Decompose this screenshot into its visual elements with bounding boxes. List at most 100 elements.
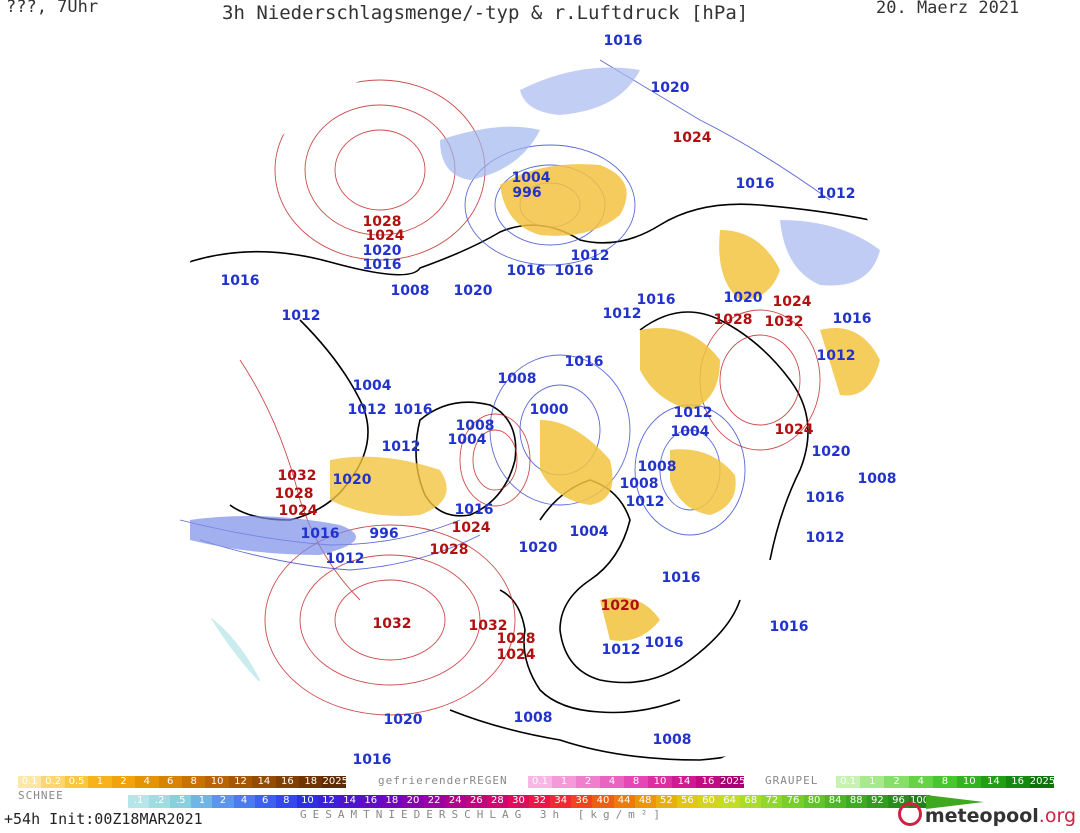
legend-tick: 4	[600, 776, 624, 788]
isobar-label: 1020	[332, 472, 372, 488]
isobar-label: 1016	[554, 263, 594, 279]
isobar-label: 1016	[393, 402, 433, 418]
legend-tick: .5	[170, 795, 192, 808]
legend-tick: 0.1	[528, 776, 552, 788]
isobar-label: 1016	[735, 176, 775, 192]
isobar-label: 1016	[832, 311, 872, 327]
isobar-label: 1020	[723, 290, 763, 306]
isobar-label: 1020	[600, 598, 640, 614]
isobar-label: 1032	[277, 468, 317, 484]
legend-tick: 68	[740, 795, 762, 808]
legend-tick: .2	[149, 795, 171, 808]
isobar-label: 1012	[281, 308, 321, 324]
legend-schnee-label: SCHNEE	[18, 789, 64, 802]
legend-tick: 4	[908, 776, 933, 788]
isobar-label: 1012	[673, 405, 713, 421]
legend-tick: 0.1	[18, 776, 42, 788]
isobar-label: 1016	[661, 570, 701, 586]
legend-tick: 40	[592, 795, 614, 808]
legend-tick: 2025+	[322, 776, 346, 788]
isobar-label: 1024	[365, 228, 405, 244]
isobar-label: 1008	[619, 476, 659, 492]
legend-tick: 8	[624, 776, 648, 788]
isobar-label: 1012	[601, 642, 641, 658]
legend-tick: 2	[884, 776, 909, 788]
chart-date: 20. Maerz 2021	[876, 0, 1020, 18]
legend-tick: 10	[296, 795, 318, 808]
legend-tick: 20	[402, 795, 424, 808]
legend-tick: 8	[932, 776, 958, 788]
isobar-label: 1008	[390, 283, 430, 299]
isobar-label: 1020	[811, 444, 851, 460]
legend-tick: 72	[761, 795, 783, 808]
isobar-label: 1012	[570, 248, 610, 264]
legend-tick: 10	[648, 776, 672, 788]
legend-tick: 8	[275, 795, 297, 808]
legend-tick: 60	[697, 795, 720, 808]
isobar-label: 1012	[325, 551, 365, 567]
legend-tick: 28	[486, 795, 508, 808]
legend-tick: 76	[782, 795, 804, 808]
legend-tick: 84	[824, 795, 846, 808]
isobar-label: 1012	[805, 530, 845, 546]
map-disc	[155, 35, 925, 805]
isobar-label: 1020	[362, 243, 402, 259]
legend-tick: 48	[634, 795, 656, 808]
isobar-label: 1008	[857, 471, 897, 487]
isobar-label: 1024	[672, 130, 712, 146]
legend-tick: 8	[181, 776, 206, 788]
legend-tick: 36	[571, 795, 593, 808]
isobar-label: 1016	[564, 354, 604, 370]
legend-tick: 1	[191, 795, 213, 808]
isobar-label: 1000	[529, 402, 569, 418]
legend-tick: 4	[135, 776, 159, 788]
isobar-label: 1020	[383, 712, 423, 728]
legend-tick: 88	[845, 795, 867, 808]
top-left-label: ???, 7Uhr	[6, 0, 99, 17]
legend-tick: 6	[158, 776, 182, 788]
isobar-label: 1016	[352, 752, 392, 768]
legend-gesamt-label: GESAMTNIEDERSCHLAG 3h [kg/m²]	[300, 808, 667, 821]
isobar-label: 996	[512, 185, 542, 201]
legend-tick: 14	[672, 776, 696, 788]
isobar-label: 1016	[644, 635, 684, 651]
isobar-label: 1004	[569, 524, 609, 540]
isobar-label: 1016	[603, 33, 643, 49]
legend-tick: .1	[128, 795, 150, 808]
isobar-label: 1020	[453, 283, 493, 299]
legend-graupel-label: GRAUPEL	[765, 774, 819, 787]
isobar-label: 1028	[496, 631, 536, 647]
isobar-label: 1012	[602, 306, 642, 322]
legend-tick: 10	[957, 776, 982, 788]
legend-gesamt-arrow	[926, 795, 984, 809]
legend-tick: 4	[233, 795, 255, 808]
legend-tick: 16	[696, 776, 720, 788]
isobar-label: 1028	[429, 542, 469, 558]
legend-tick: 2025+	[1029, 776, 1054, 788]
legend-tick: 2	[212, 795, 234, 808]
legend-tick: 2	[111, 776, 136, 788]
legend-tick: 12	[228, 776, 253, 788]
legend-tick: 44	[613, 795, 635, 808]
isobar-label: 1016	[636, 292, 676, 308]
isobar-label: 1020	[518, 540, 558, 556]
legend-tick: 0.5	[64, 776, 89, 788]
isobar-label: 1004	[352, 378, 392, 394]
isobar-label: 1032	[764, 314, 804, 330]
legend-tick: 1	[88, 776, 112, 788]
isobar-label: 996	[369, 526, 399, 542]
legend-tick: 34	[550, 795, 572, 808]
brand-icon	[897, 802, 922, 826]
legend-tick: 92	[866, 795, 888, 808]
legend-tick: 12	[317, 795, 340, 808]
legend-tick: 14	[252, 776, 276, 788]
isobar-label: 1004	[511, 170, 551, 186]
isobar-label: 1004	[670, 424, 710, 440]
isobar-label: 1024	[496, 647, 536, 663]
isobar-label: 1016	[300, 526, 340, 542]
isobar-label: 1028	[713, 312, 753, 328]
legend-regen-label: gefrierenderREGEN	[378, 774, 508, 787]
legend-tick: 32	[529, 795, 551, 808]
